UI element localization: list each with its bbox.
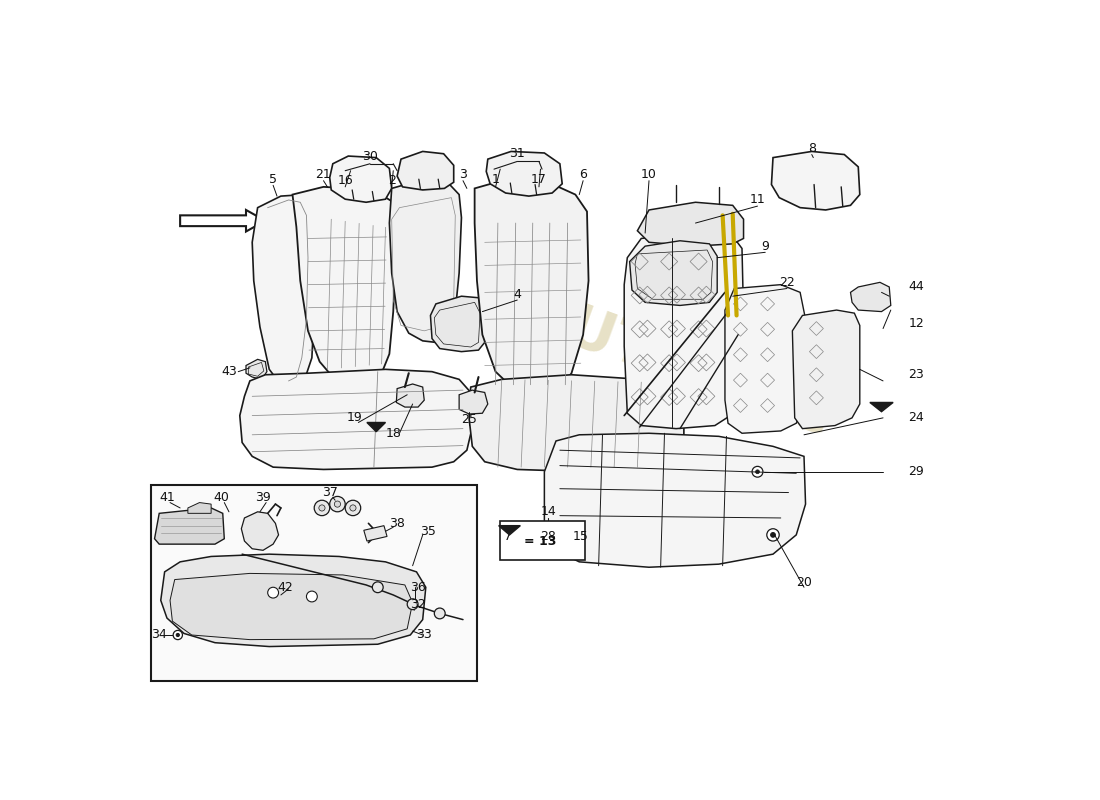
Circle shape	[752, 466, 763, 477]
Polygon shape	[624, 233, 744, 429]
Polygon shape	[389, 179, 462, 342]
Text: 24: 24	[909, 411, 924, 424]
Text: 29: 29	[909, 466, 924, 478]
Polygon shape	[252, 194, 316, 389]
Polygon shape	[246, 359, 267, 379]
Text: 25: 25	[461, 413, 477, 426]
Text: 31: 31	[509, 147, 525, 160]
Text: 11: 11	[749, 194, 766, 206]
Circle shape	[345, 500, 361, 516]
Polygon shape	[170, 574, 412, 640]
Polygon shape	[154, 508, 224, 544]
Polygon shape	[367, 422, 385, 432]
Polygon shape	[330, 156, 392, 202]
Circle shape	[176, 634, 179, 637]
Polygon shape	[474, 181, 588, 396]
Text: 2: 2	[388, 174, 396, 187]
Text: 37: 37	[322, 486, 338, 499]
Text: 23: 23	[909, 368, 924, 382]
Polygon shape	[364, 526, 387, 541]
Text: 8: 8	[807, 142, 816, 155]
Text: 42: 42	[277, 581, 293, 594]
Text: 19: 19	[346, 411, 362, 424]
Text: 30: 30	[362, 150, 378, 162]
Polygon shape	[188, 502, 211, 514]
Circle shape	[315, 500, 330, 516]
Polygon shape	[180, 210, 265, 231]
Polygon shape	[240, 370, 472, 470]
Circle shape	[767, 529, 779, 541]
Text: 1: 1	[492, 173, 499, 186]
Circle shape	[756, 470, 759, 474]
Text: 5: 5	[270, 173, 277, 186]
Polygon shape	[629, 241, 717, 306]
Polygon shape	[470, 374, 684, 472]
Text: 15: 15	[573, 530, 588, 543]
Text: 35: 35	[420, 525, 436, 538]
Polygon shape	[430, 296, 485, 352]
Circle shape	[319, 505, 326, 511]
Text: 16: 16	[338, 174, 353, 187]
Polygon shape	[870, 402, 893, 412]
FancyBboxPatch shape	[152, 485, 477, 682]
Text: 36: 36	[410, 581, 426, 594]
Circle shape	[407, 599, 418, 610]
Text: 4: 4	[514, 288, 521, 301]
Circle shape	[434, 608, 446, 619]
Text: 33: 33	[417, 629, 432, 642]
Text: 10: 10	[641, 168, 657, 181]
Polygon shape	[293, 187, 397, 382]
Text: 41: 41	[160, 491, 175, 505]
Circle shape	[771, 533, 775, 538]
Polygon shape	[486, 151, 562, 196]
Text: 21: 21	[316, 168, 331, 181]
Polygon shape	[459, 390, 487, 414]
Text: 20: 20	[796, 576, 812, 589]
FancyBboxPatch shape	[500, 521, 585, 559]
Polygon shape	[725, 285, 805, 434]
Text: 40: 40	[213, 491, 229, 505]
Text: 38: 38	[389, 517, 405, 530]
Text: 18: 18	[385, 426, 402, 440]
Circle shape	[307, 591, 317, 602]
Text: 44: 44	[909, 281, 924, 294]
Text: a passion for parts...: a passion for parts...	[406, 397, 722, 534]
Circle shape	[267, 587, 278, 598]
Polygon shape	[544, 434, 805, 567]
Polygon shape	[241, 512, 278, 550]
Circle shape	[330, 496, 345, 512]
Text: AUTODOC: AUTODOC	[519, 284, 840, 447]
Text: 9: 9	[761, 240, 769, 253]
Polygon shape	[771, 151, 860, 210]
Text: 43: 43	[221, 365, 236, 378]
Polygon shape	[397, 151, 453, 190]
Text: 6: 6	[580, 168, 587, 181]
Circle shape	[372, 582, 383, 593]
Polygon shape	[850, 282, 891, 312]
Text: 14: 14	[540, 506, 557, 518]
Text: 34: 34	[152, 629, 167, 642]
Text: 22: 22	[779, 276, 795, 289]
Text: 39: 39	[255, 491, 271, 505]
Text: = 13: = 13	[525, 534, 557, 547]
Text: 12: 12	[909, 317, 924, 330]
Text: 28: 28	[540, 530, 557, 543]
Circle shape	[350, 505, 356, 511]
Text: 3: 3	[459, 168, 466, 181]
Circle shape	[561, 533, 574, 545]
Polygon shape	[396, 384, 425, 407]
Circle shape	[565, 537, 570, 541]
Polygon shape	[637, 202, 744, 246]
Circle shape	[173, 630, 183, 640]
Polygon shape	[498, 526, 520, 535]
Text: 32: 32	[410, 598, 426, 610]
Polygon shape	[161, 554, 426, 646]
Polygon shape	[792, 310, 860, 429]
Circle shape	[334, 501, 341, 507]
Text: 7: 7	[504, 530, 512, 543]
Text: 17: 17	[531, 173, 547, 186]
